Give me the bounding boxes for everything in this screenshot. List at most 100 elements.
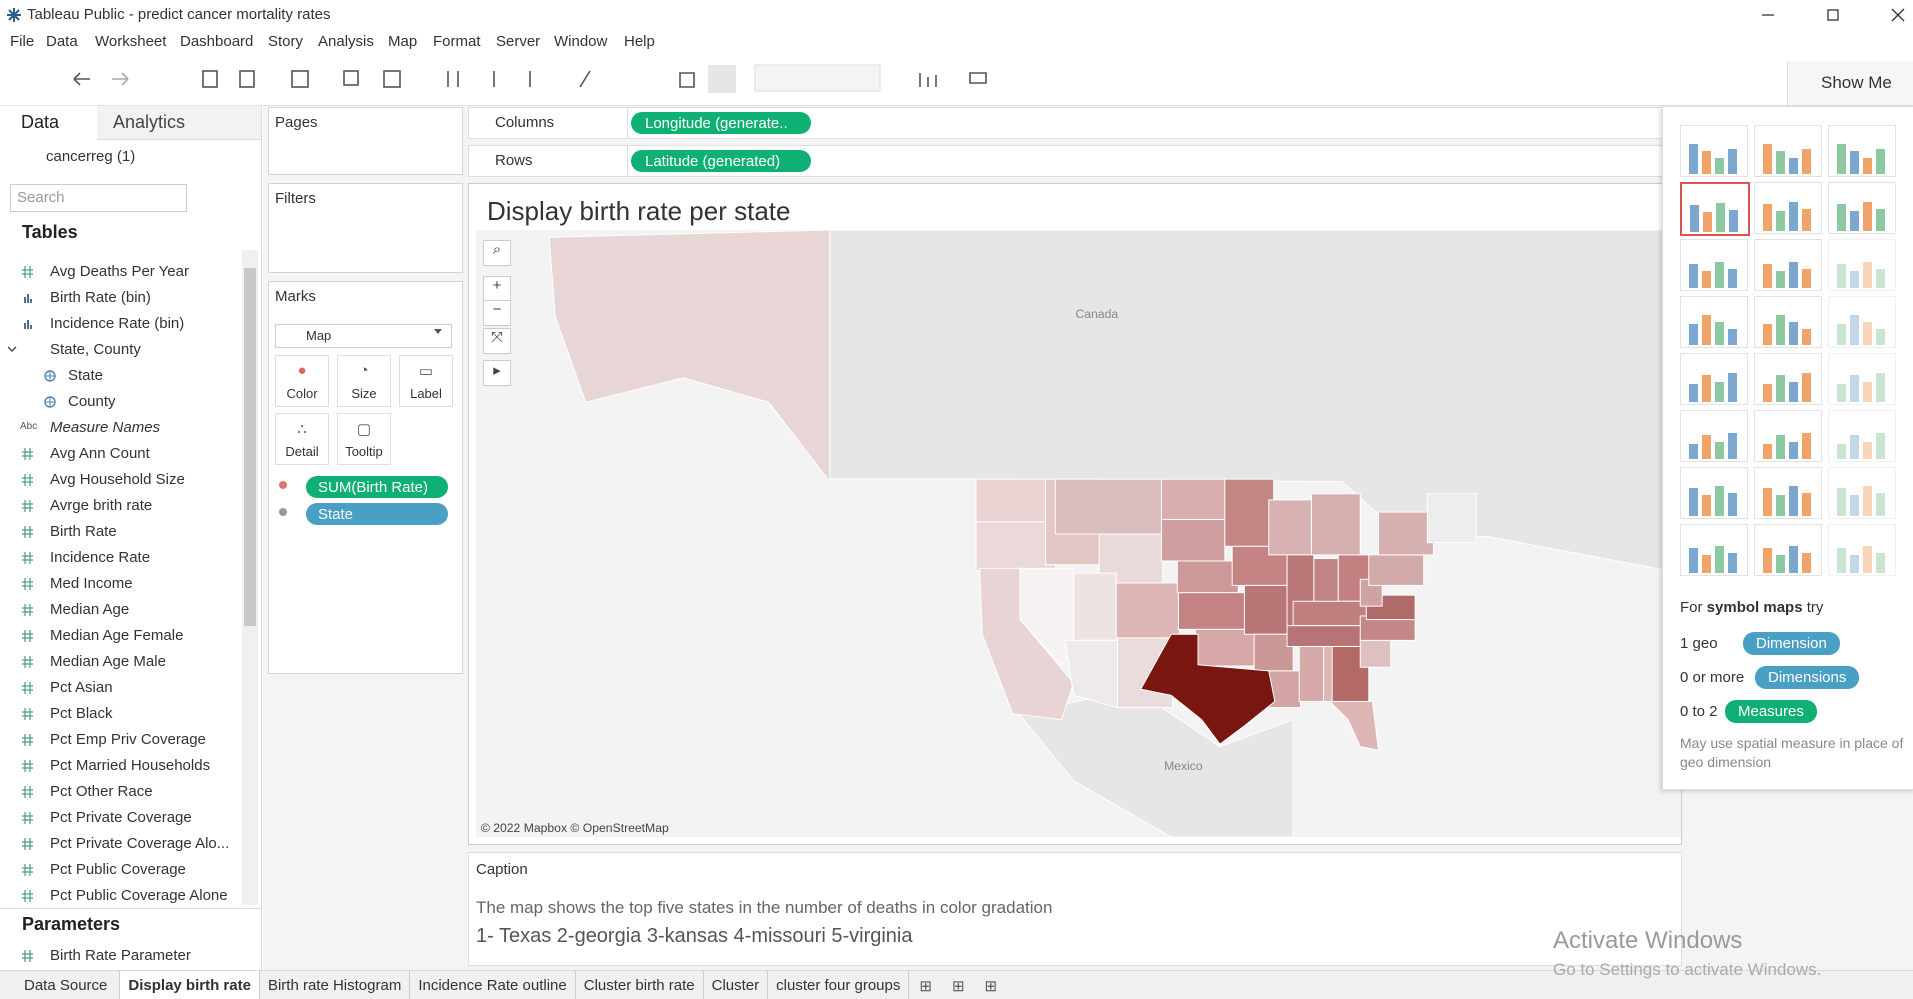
chart-thumbnail[interactable] [1754, 410, 1822, 462]
scroll-thumb[interactable] [244, 268, 256, 626]
chart-thumbnail[interactable] [1680, 524, 1748, 576]
menu-item[interactable]: Map [388, 33, 418, 50]
thumbnail-mark [1837, 264, 1846, 288]
chart-thumbnail[interactable] [1754, 467, 1822, 519]
sheet-tab[interactable]: Birth rate Histogram [260, 971, 411, 999]
field-item[interactable]: Pct Asian [0, 676, 240, 700]
map-tool[interactable]: ⤧ [483, 328, 511, 354]
chart-thumbnail[interactable] [1754, 524, 1822, 576]
mark-button[interactable]: ▢ Tooltip [337, 413, 391, 465]
menu-item[interactable]: File [10, 33, 35, 50]
thumbnail-mark [1789, 262, 1798, 288]
menu-item[interactable]: Analysis [318, 33, 374, 50]
field-item[interactable]: Avg Deaths Per Year [0, 260, 240, 284]
field-item[interactable]: State [0, 364, 240, 388]
chart-thumbnail[interactable] [1828, 182, 1896, 234]
mark-button[interactable]: ∴ Detail [275, 413, 329, 465]
data-tab[interactable]: Data [0, 106, 96, 141]
menu-item[interactable]: Format [433, 33, 481, 50]
field-item[interactable]: Birth Rate [0, 520, 240, 544]
chart-thumbnail[interactable] [1828, 467, 1896, 519]
chart-thumbnail[interactable] [1680, 296, 1748, 348]
menu-item[interactable]: Server [496, 33, 541, 50]
field-item[interactable]: Pct Public Coverage Alone [0, 884, 240, 904]
chart-thumbnail[interactable] [1828, 353, 1896, 405]
chart-thumbnail[interactable] [1680, 182, 1750, 236]
mark-button[interactable]: ● Color [275, 355, 329, 407]
field-item[interactable]: Pct Married Households [0, 754, 240, 778]
field-item[interactable]: Pct Private Coverage [0, 806, 240, 830]
thumbnail-mark [1689, 384, 1698, 402]
map-tool[interactable]: + [483, 276, 511, 302]
field-item[interactable]: Avg Ann Count [0, 442, 240, 466]
new-sheet-button[interactable]: ⊞ [951, 977, 965, 995]
field-item[interactable]: Pct Other Race [0, 780, 240, 804]
field-item[interactable]: Birth Rate (bin) [0, 286, 240, 310]
menu-item[interactable]: Help [624, 33, 655, 50]
search-box[interactable]: Search [10, 184, 187, 212]
field-item[interactable]: Avg Household Size [0, 468, 240, 492]
sheet-tab[interactable]: Display birth rate [120, 971, 260, 999]
field-item[interactable]: Pct Private Coverage Alo... [0, 832, 240, 856]
map-toolbar[interactable]: ⌕ + − ⤧ ▸ [483, 240, 511, 390]
sheet-tab[interactable]: Cluster [704, 971, 769, 999]
menu-item[interactable]: Data [46, 33, 78, 50]
mark-button[interactable]: ◔ Size [337, 355, 391, 407]
sheet-tab[interactable]: cluster four groups [768, 971, 910, 999]
chart-thumbnail[interactable] [1828, 524, 1896, 576]
field-item[interactable]: Median Age Female [0, 624, 240, 648]
chart-thumbnail[interactable] [1680, 467, 1748, 519]
map-tool[interactable]: ⌕ [483, 240, 511, 266]
chart-thumbnail[interactable] [1828, 410, 1896, 462]
analytics-tab[interactable]: Analytics [97, 106, 261, 140]
shelf-pill[interactable]: Latitude (generated) [631, 150, 811, 172]
map[interactable]: Canada Mexico © 2022 Mapbox © OpenStreetMa… [476, 230, 1681, 837]
data-source[interactable]: cancerreg (1) [46, 148, 136, 165]
field-item[interactable]: Incidence Rate (bin) [0, 312, 240, 336]
mark-pill[interactable]: State [306, 503, 448, 525]
menu-item[interactable]: Worksheet [95, 33, 167, 50]
map-tool[interactable]: − [483, 300, 511, 326]
sheet-tab[interactable]: Cluster birth rate [576, 971, 704, 999]
field-item[interactable]: County [0, 390, 240, 414]
field-item[interactable]: Incidence Rate [0, 546, 240, 570]
field-item[interactable]: Pct Public Coverage [0, 858, 240, 882]
sheet-tab[interactable]: Incidence Rate outline [410, 971, 576, 999]
field-item[interactable]: Median Age [0, 598, 240, 622]
chart-thumbnail[interactable] [1754, 239, 1822, 291]
chart-thumbnail[interactable] [1680, 410, 1748, 462]
menu-item[interactable]: Story [268, 33, 304, 50]
parameter-item[interactable]: Birth Rate Parameter [0, 944, 240, 968]
new-sheet-button[interactable]: ⊞ [984, 977, 998, 995]
chart-thumbnail[interactable] [1680, 353, 1748, 405]
field-item[interactable]: Abc Measure Names [0, 416, 240, 440]
map-tool[interactable]: ▸ [483, 360, 511, 386]
mark-button[interactable]: ▭ Label [399, 355, 453, 407]
toolbar-icons[interactable] [0, 57, 1000, 101]
chart-thumbnail[interactable] [1754, 182, 1822, 234]
mark-type-dropdown[interactable]: Map [275, 324, 452, 348]
card-title: Marks [275, 288, 316, 305]
menu-item[interactable]: Dashboard [180, 33, 254, 50]
new-sheet-button[interactable]: ⊞ [919, 977, 932, 995]
window-controls[interactable] [1750, 6, 1910, 24]
field-item[interactable]: Med Income [0, 572, 240, 596]
chart-thumbnail[interactable] [1680, 239, 1748, 291]
field-item[interactable]: Pct Emp Priv Coverage [0, 728, 240, 752]
field-item[interactable]: State, County [0, 338, 240, 362]
shelf-pill[interactable]: Longitude (generate.. [631, 112, 811, 134]
data-source-tab[interactable]: Data Source [0, 971, 121, 999]
field-item[interactable]: Median Age Male [0, 650, 240, 674]
show-me-button[interactable]: Show Me [1787, 61, 1913, 105]
chart-thumbnail[interactable] [1754, 353, 1822, 405]
chart-thumbnail[interactable] [1754, 125, 1822, 177]
menu-item[interactable]: Window [554, 33, 608, 50]
field-item[interactable]: Pct Black [0, 702, 240, 726]
chart-thumbnail[interactable] [1680, 125, 1748, 177]
field-item[interactable]: Avrge brith rate [0, 494, 240, 518]
chart-thumbnail[interactable] [1828, 125, 1896, 177]
mark-pill[interactable]: SUM(Birth Rate) [306, 476, 448, 498]
chart-thumbnail[interactable] [1828, 296, 1896, 348]
chart-thumbnail[interactable] [1828, 239, 1896, 291]
chart-thumbnail[interactable] [1754, 296, 1822, 348]
